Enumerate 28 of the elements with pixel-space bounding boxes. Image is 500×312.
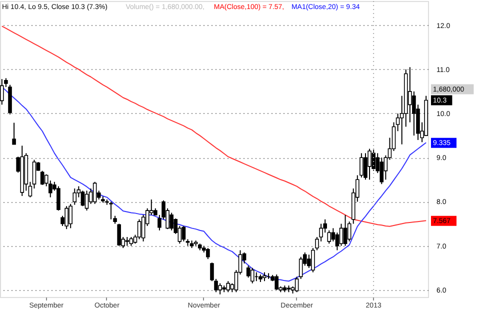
candlestick [84, 190, 89, 212]
candlestick [380, 157, 384, 185]
candlestick [218, 282, 222, 295]
candlestick [364, 152, 368, 180]
candlestick [206, 248, 210, 260]
candlestick [137, 218, 142, 240]
candlestick [117, 223, 121, 246]
candlestick [182, 225, 186, 242]
candlestick [109, 201, 113, 220]
candlestick [343, 214, 348, 246]
candlestick [250, 267, 254, 284]
candlestick [170, 212, 174, 231]
candlestick [226, 280, 230, 293]
candlestick [56, 186, 60, 212]
candlestick [64, 206, 68, 230]
candlestick [68, 203, 72, 229]
candlestick [141, 214, 146, 242]
candlestick [307, 254, 311, 268]
candlestick [274, 274, 279, 290]
candlestick [92, 181, 97, 204]
candlestick [80, 190, 85, 207]
candlestick [246, 265, 250, 278]
candlestick [368, 148, 372, 180]
candlestick [12, 122, 16, 145]
candlestick [40, 170, 44, 186]
candlestick [72, 188, 77, 206]
line-series [1, 26, 427, 227]
candlestick [339, 223, 344, 246]
